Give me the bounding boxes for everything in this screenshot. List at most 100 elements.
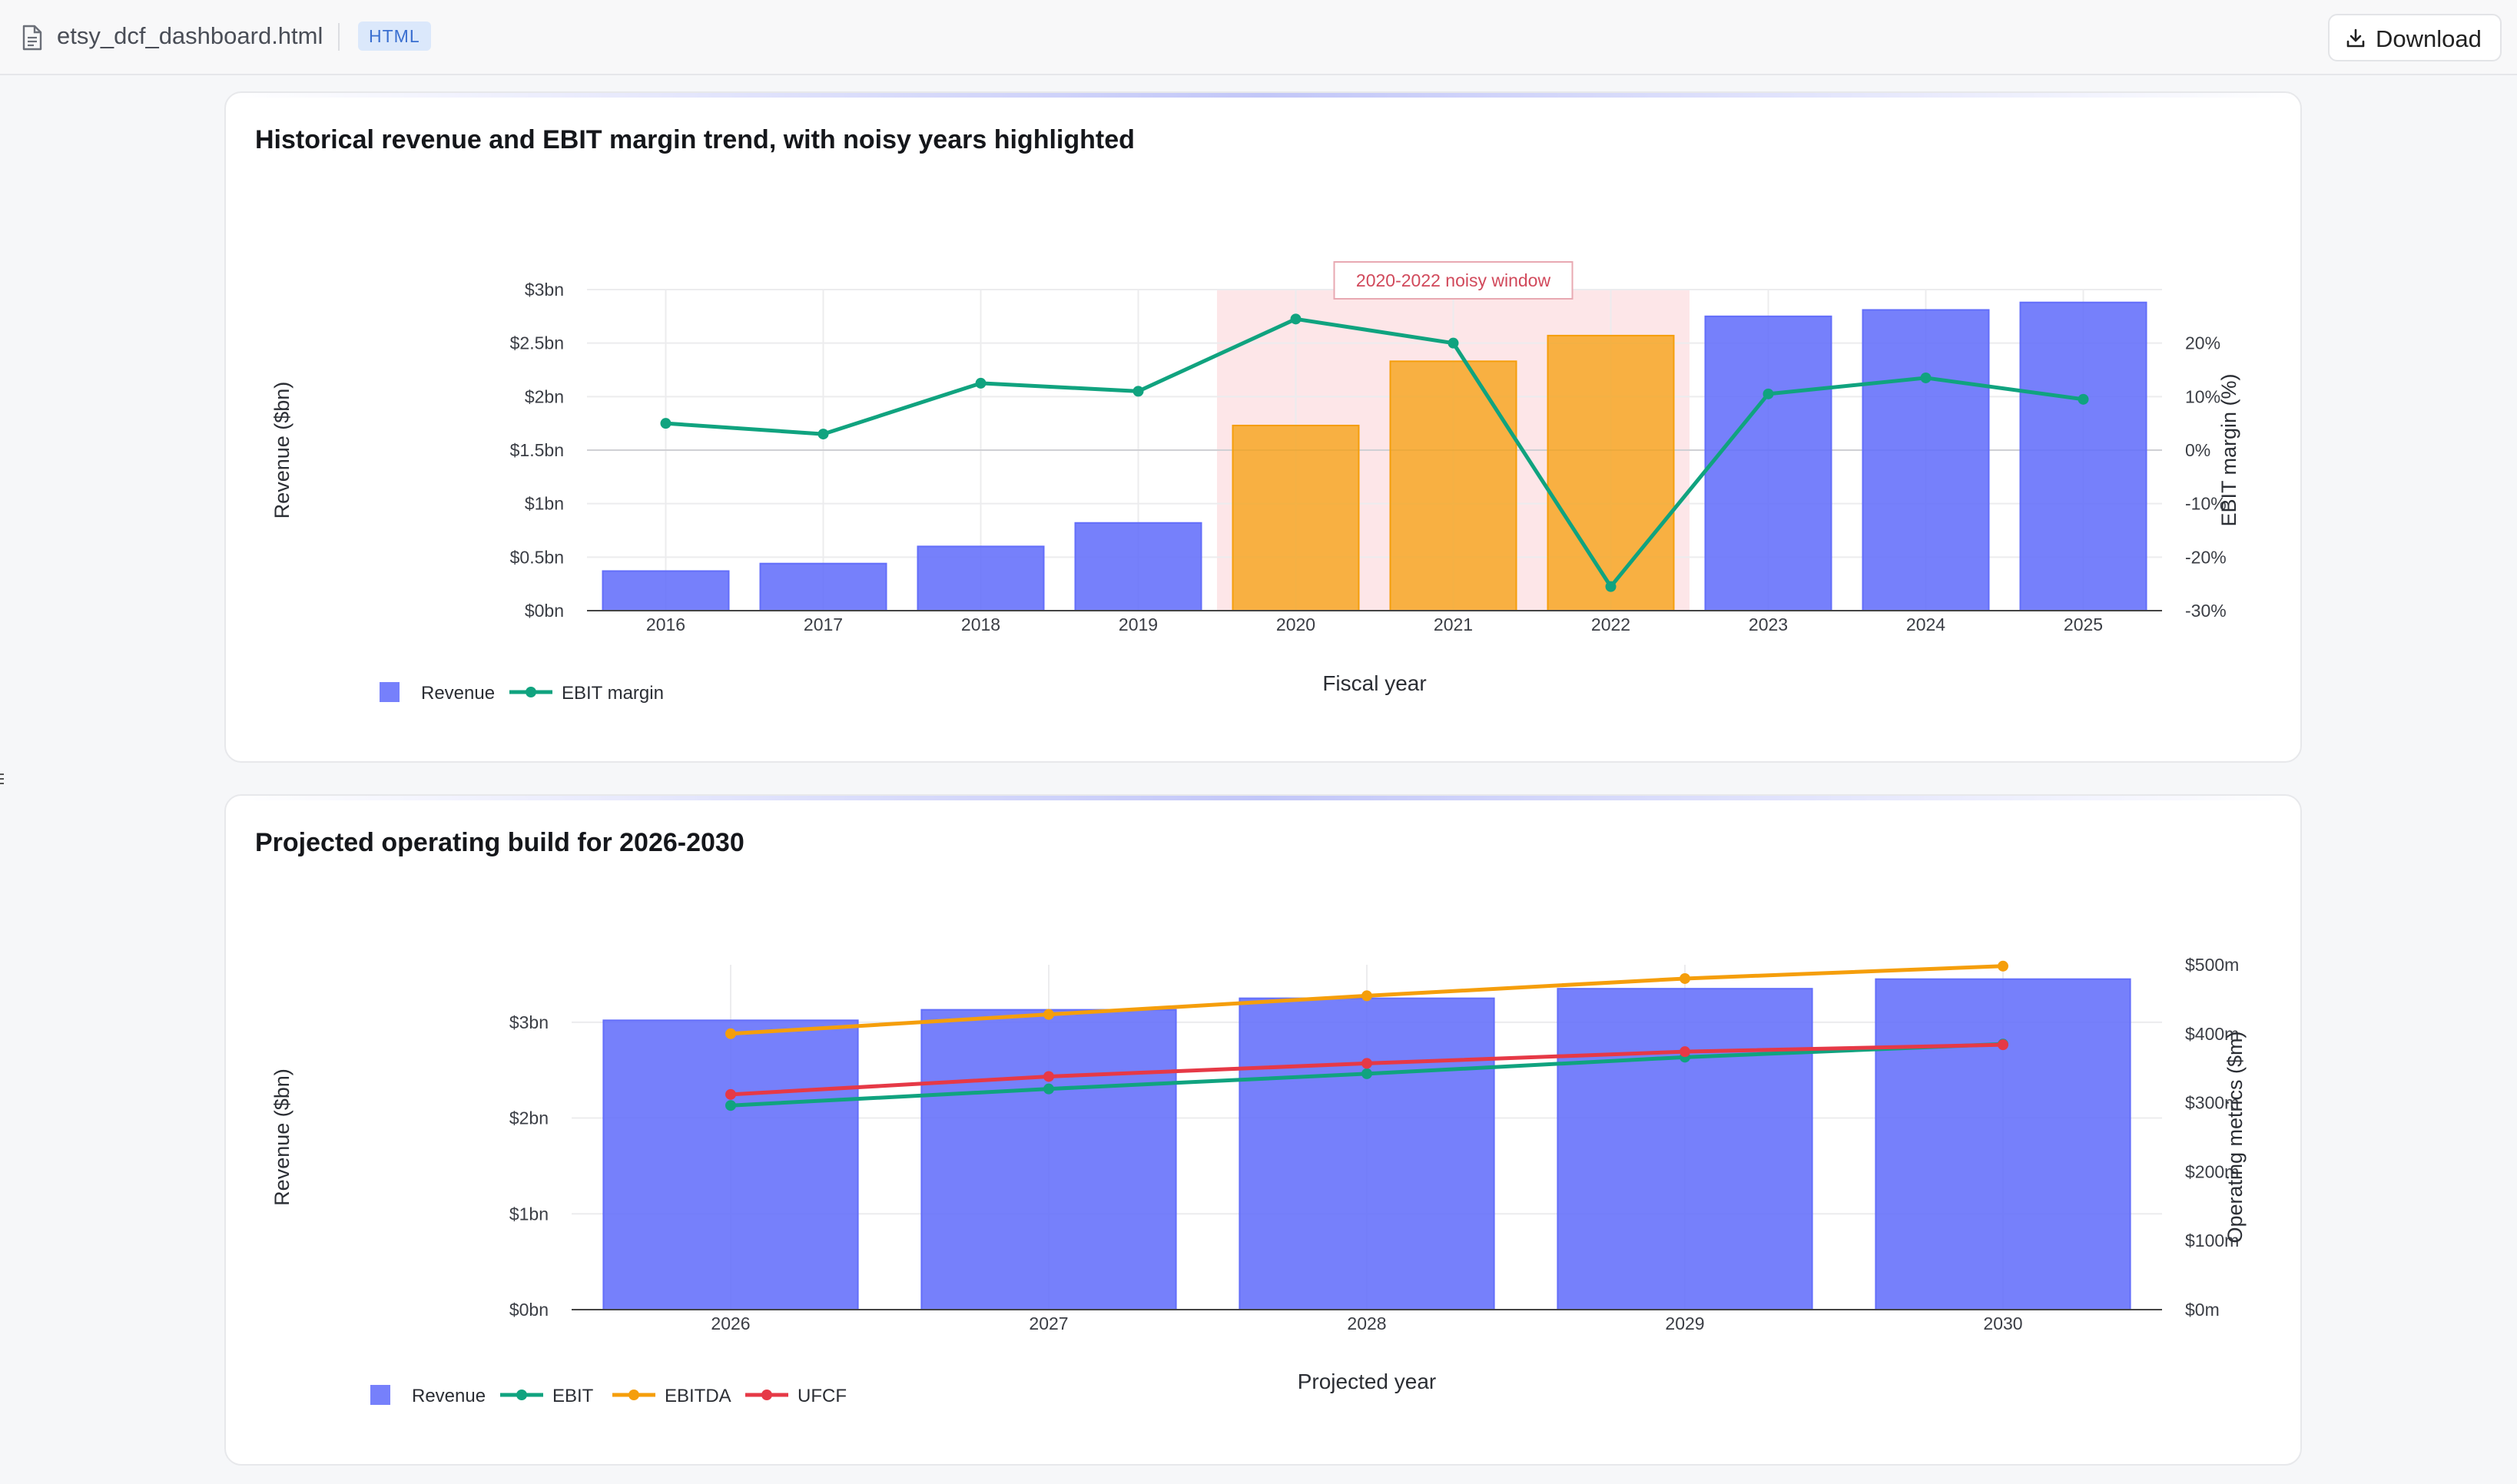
download-label: Download [2376,25,2482,52]
legend-label: Revenue [412,1386,486,1406]
y2-tick-label: 20% [2185,333,2220,353]
drag-handle-icon[interactable] [0,772,5,789]
x-tick-label: 2023 [1749,614,1788,634]
historical-chart-card: Historical revenue and EBIT margin trend… [224,91,2302,763]
point-ebit-margin [1448,337,1459,349]
projection-chart: $0bn $1bn $2bn $3bn $0m $100m $200m $300m $400m $… [270,955,2247,1406]
point-ufcf [1361,1058,1372,1069]
revenue-bar [1074,522,1202,611]
x-tick-label: 2017 [804,614,843,634]
x-axis-title: Projected year [1298,1370,1437,1393]
x-tick-label: 2025 [2064,614,2103,634]
legend-swatch-revenue [370,1385,390,1405]
point-ebit [725,1100,736,1111]
y-tick-label: $0bn [525,601,564,621]
file-type-badge: HTML [358,22,431,51]
y2-tick-label: $500m [2185,955,2239,975]
y-tick-label: $2bn [509,1108,549,1128]
point-ebitda [725,1028,736,1039]
x-tick-label: 2029 [1665,1313,1704,1333]
point-ebitda [1680,972,1690,984]
legend-label: UFCF [798,1386,847,1406]
y-tick-label: $0.5bn [510,547,564,567]
y-tick-label: $1bn [525,494,564,514]
point-ebitda [1043,1009,1054,1020]
point-ufcf [1998,1039,2008,1051]
legend-marker [526,687,536,697]
revenue-bar [1875,978,2131,1310]
y2-tick-label: 0% [2185,440,2210,460]
point-ebit [1361,1068,1372,1079]
revenue-bar [920,1009,1177,1310]
top-bar: etsy_dcf_dashboard.html HTML Download [0,0,2517,75]
x-tick-label: 2026 [711,1313,750,1333]
y2-tick-label: $400m [2185,1024,2239,1044]
legend-label: EBIT [552,1386,594,1406]
point-ebit-margin [975,377,987,389]
x-tick-label: 2021 [1434,614,1473,634]
y-tick-label: $3bn [509,1012,549,1032]
x-tick-label: 2024 [1906,614,1945,634]
card-accent [226,796,2300,800]
y-tick-label: $1bn [509,1204,549,1224]
x-tick-label: 2022 [1591,614,1630,634]
x-axis-title: Fiscal year [1322,671,1426,695]
legend-marker [761,1390,772,1400]
revenue-bar [1862,309,1990,611]
file-name: etsy_dcf_dashboard.html [57,22,323,49]
y2-tick-label: $100m [2185,1231,2239,1250]
x-tick-label: 2016 [646,614,685,634]
y2-tick-label: $0m [2185,1300,2220,1320]
revenue-bar [1557,988,1813,1311]
projection-chart-card: Projected operating build for 2026-2030 … [224,794,2302,1466]
point-ufcf [1680,1046,1690,1058]
point-ebit-margin [1290,313,1302,325]
y2-tick-label: $300m [2185,1093,2239,1113]
revenue-bar-noisy [1232,424,1360,611]
y-tick-label: $2.5bn [510,333,564,353]
point-ebit [1043,1083,1054,1095]
legend-swatch-revenue [380,682,400,702]
legend-label: Revenue [421,683,495,704]
chart-title: Historical revenue and EBIT margin trend… [255,125,1135,154]
x-tick-label: 2027 [1029,1313,1068,1333]
point-ebit-margin [1132,386,1144,397]
legend-marker [516,1390,527,1400]
revenue-bar [917,545,1045,612]
file-icon [22,25,42,51]
line-ebit-margin [665,316,2084,589]
point-ebit-margin [660,418,672,429]
point-ufcf [725,1088,736,1100]
card-accent [226,93,2300,98]
revenue-bar [2019,301,2147,611]
legend-marker [628,1390,639,1400]
x-tick-label: 2020 [1276,614,1315,634]
noisy-window-label: 2020-2022 noisy window [1356,270,1551,290]
revenue-bar-noisy [1547,334,1675,611]
revenue-bar [759,562,887,612]
point-ebit-margin [1920,372,1932,383]
toolbar-divider [338,23,340,51]
point-ebit-margin [1605,581,1617,592]
y2-tick-label: -20% [2185,547,2227,567]
y-tick-label: $0bn [509,1300,549,1320]
y-axis-title: Revenue ($bn) [270,1068,293,1206]
y-tick-label: $3bn [525,280,564,300]
x-tick-label: 2018 [961,614,1000,634]
revenue-bar-noisy [1389,360,1517,611]
x-tick-label: 2019 [1119,614,1158,634]
noisy-window-label-box [1333,261,1574,300]
y-tick-label: $2bn [525,386,564,406]
y-tick-label: $1.5bn [510,440,564,460]
revenue-bar [1704,315,1832,611]
y2-tick-label: -10% [2185,494,2227,514]
revenue-bar [602,1019,859,1310]
point-ebitda [1998,960,2008,972]
revenue-bar [602,570,730,611]
download-button[interactable]: Download [2328,14,2502,61]
y2-tick-label: 10% [2185,386,2220,406]
point-ebit-margin [2078,393,2089,405]
chart-title: Projected operating build for 2026-2030 [255,828,744,857]
download-icon [2346,28,2365,48]
historical-chart: $0bn $0.5bn $1bn $1.5bn $2bn $2.5bn $3bn -30% -2… [270,261,2240,704]
